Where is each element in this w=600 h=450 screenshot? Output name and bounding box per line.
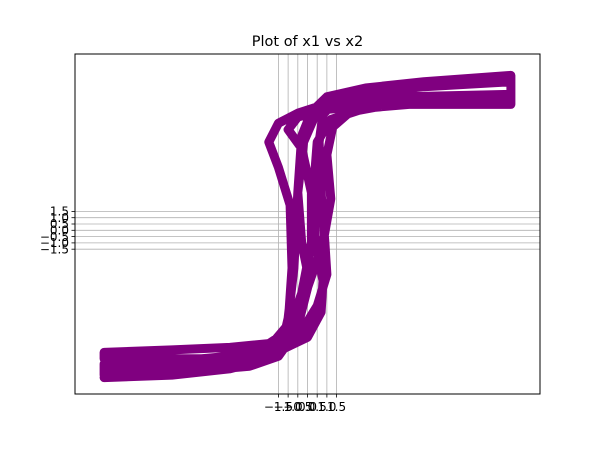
x-tick-label: −1.5: [264, 400, 293, 414]
y-tick-label: −1.0: [40, 236, 69, 250]
y-tick-label: 0.5: [50, 217, 69, 231]
x-tick-label: −0.5: [283, 400, 312, 414]
x-tick-label: 0.5: [308, 400, 327, 414]
x-tick-label: −1.0: [274, 400, 303, 414]
y-tick-label: −0.5: [40, 230, 69, 244]
chart-title: Plot of x1 vs x2: [252, 34, 364, 50]
y-axis: −1.5−1.0−0.50.00.51.01.5: [40, 205, 75, 256]
x-tick-label: 1.0: [317, 400, 336, 414]
x-tick-label: 1.5: [327, 400, 346, 414]
y-tick-label: 1.0: [50, 211, 69, 225]
y-tick-label: 0.0: [50, 223, 69, 237]
y-tick-label: 1.5: [50, 205, 69, 219]
x-tick-label: 0.0: [298, 400, 317, 414]
x-axis: −1.5−1.0−0.50.00.51.01.5: [264, 394, 346, 414]
series-line: [99, 70, 516, 383]
y-tick-label: −1.5: [40, 242, 69, 256]
series-layer: [99, 70, 516, 383]
